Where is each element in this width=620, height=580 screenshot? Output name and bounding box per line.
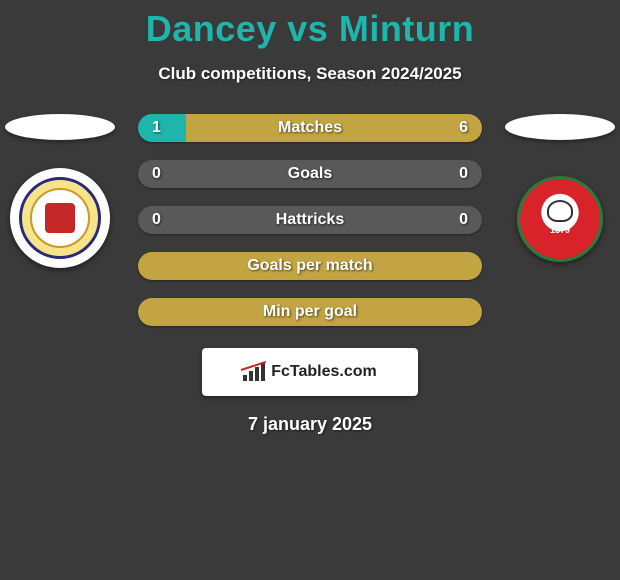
brand-box[interactable]: FcTables.com (202, 348, 418, 396)
bar-matches-value-right: 6 (445, 114, 482, 142)
bar-matches: 1 Matches 6 (138, 114, 482, 142)
player-right-photo-placeholder (505, 114, 615, 140)
brand-text: FcTables.com (271, 363, 377, 381)
player-left-photo-placeholder (5, 114, 115, 140)
comparison-area: 1 Matches 6 0 Goals 0 0 Hattricks 0 Goal… (0, 114, 620, 326)
bar-matches-label: Matches (138, 114, 482, 142)
club-badge-right (515, 174, 605, 264)
bar-mpg-label: Min per goal (138, 298, 482, 326)
bar-mpg: Min per goal (138, 298, 482, 326)
subtitle: Club competitions, Season 2024/2025 (0, 64, 620, 84)
swindon-town-icon (517, 176, 603, 262)
bar-gpm: Goals per match (138, 252, 482, 280)
player-left-column (0, 114, 120, 268)
player-right-column (500, 114, 620, 264)
bar-chart-icon (243, 363, 265, 381)
bar-goals: 0 Goals 0 (138, 160, 482, 188)
bar-goals-value-right: 0 (445, 160, 482, 188)
bar-hattricks: 0 Hattricks 0 (138, 206, 482, 234)
stat-bars: 1 Matches 6 0 Goals 0 0 Hattricks 0 Goal… (138, 114, 482, 326)
bar-hattricks-label: Hattricks (138, 206, 482, 234)
page-title: Dancey vs Minturn (0, 0, 620, 50)
crewe-alexandra-icon (19, 177, 101, 259)
bar-hattricks-value-right: 0 (445, 206, 482, 234)
date-text: 7 january 2025 (0, 414, 620, 435)
bar-gpm-label: Goals per match (138, 252, 482, 280)
bar-goals-label: Goals (138, 160, 482, 188)
club-badge-left (10, 168, 110, 268)
